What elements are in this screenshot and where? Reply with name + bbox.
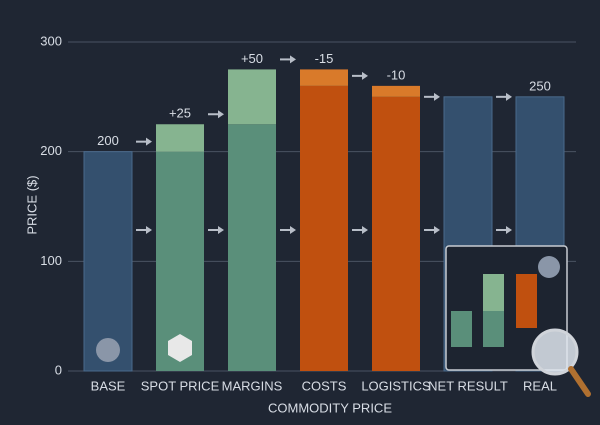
x-tick-label: MARGINS [222,378,283,393]
arrow-head [434,92,440,101]
inset-bar [516,274,537,328]
inset-bar [483,311,504,347]
y-tick-label: 200 [40,143,62,158]
bar-change [228,69,276,125]
bar-change [156,124,204,152]
arrow-head [506,92,512,101]
arrow-head [434,226,440,234]
bar-body [228,124,276,371]
arrow-head [362,71,368,80]
bar-body [372,96,420,371]
arrow-head [290,55,296,64]
value-label: +50 [241,51,263,66]
arrow-head [146,226,152,234]
arrow-head [218,110,224,119]
y-axis-title: PRICE ($) [24,175,39,234]
x-tick-label: NET RESULT [428,378,508,393]
value-label: 200 [97,133,119,148]
arrow-head [290,226,296,234]
x-tick-label: COSTS [302,378,347,393]
x-tick-label: LOGISTICS [361,378,431,393]
y-tick-label: 300 [40,33,62,48]
arrow-head [218,226,224,234]
arrow-head [506,226,512,234]
x-tick-label: BASE [91,378,126,393]
logo-icon [538,256,560,278]
bar-change [372,85,420,97]
y-tick-label: 100 [40,253,62,268]
logo-icon [168,334,192,362]
arrow-head [362,226,368,234]
bar-change [300,69,348,86]
arrow-head [146,137,152,146]
inset-bar [451,311,472,347]
bar-body [300,85,348,371]
value-label: -15 [315,51,334,66]
bar [83,151,133,372]
value-label: -10 [387,67,406,82]
magnifier [531,328,579,376]
value-label: 250 [529,78,551,93]
x-axis-title: COMMODITY PRICE [268,400,392,415]
x-tick-label: REAL [523,378,557,393]
inset-bar [483,274,504,311]
logo-icon [96,338,120,362]
magnifier-handle [568,366,591,397]
inset-decoration [96,245,591,397]
y-tick-label: 0 [55,362,62,377]
value-label: +25 [169,106,191,121]
x-tick-label: SPOT PRICE [141,378,220,393]
